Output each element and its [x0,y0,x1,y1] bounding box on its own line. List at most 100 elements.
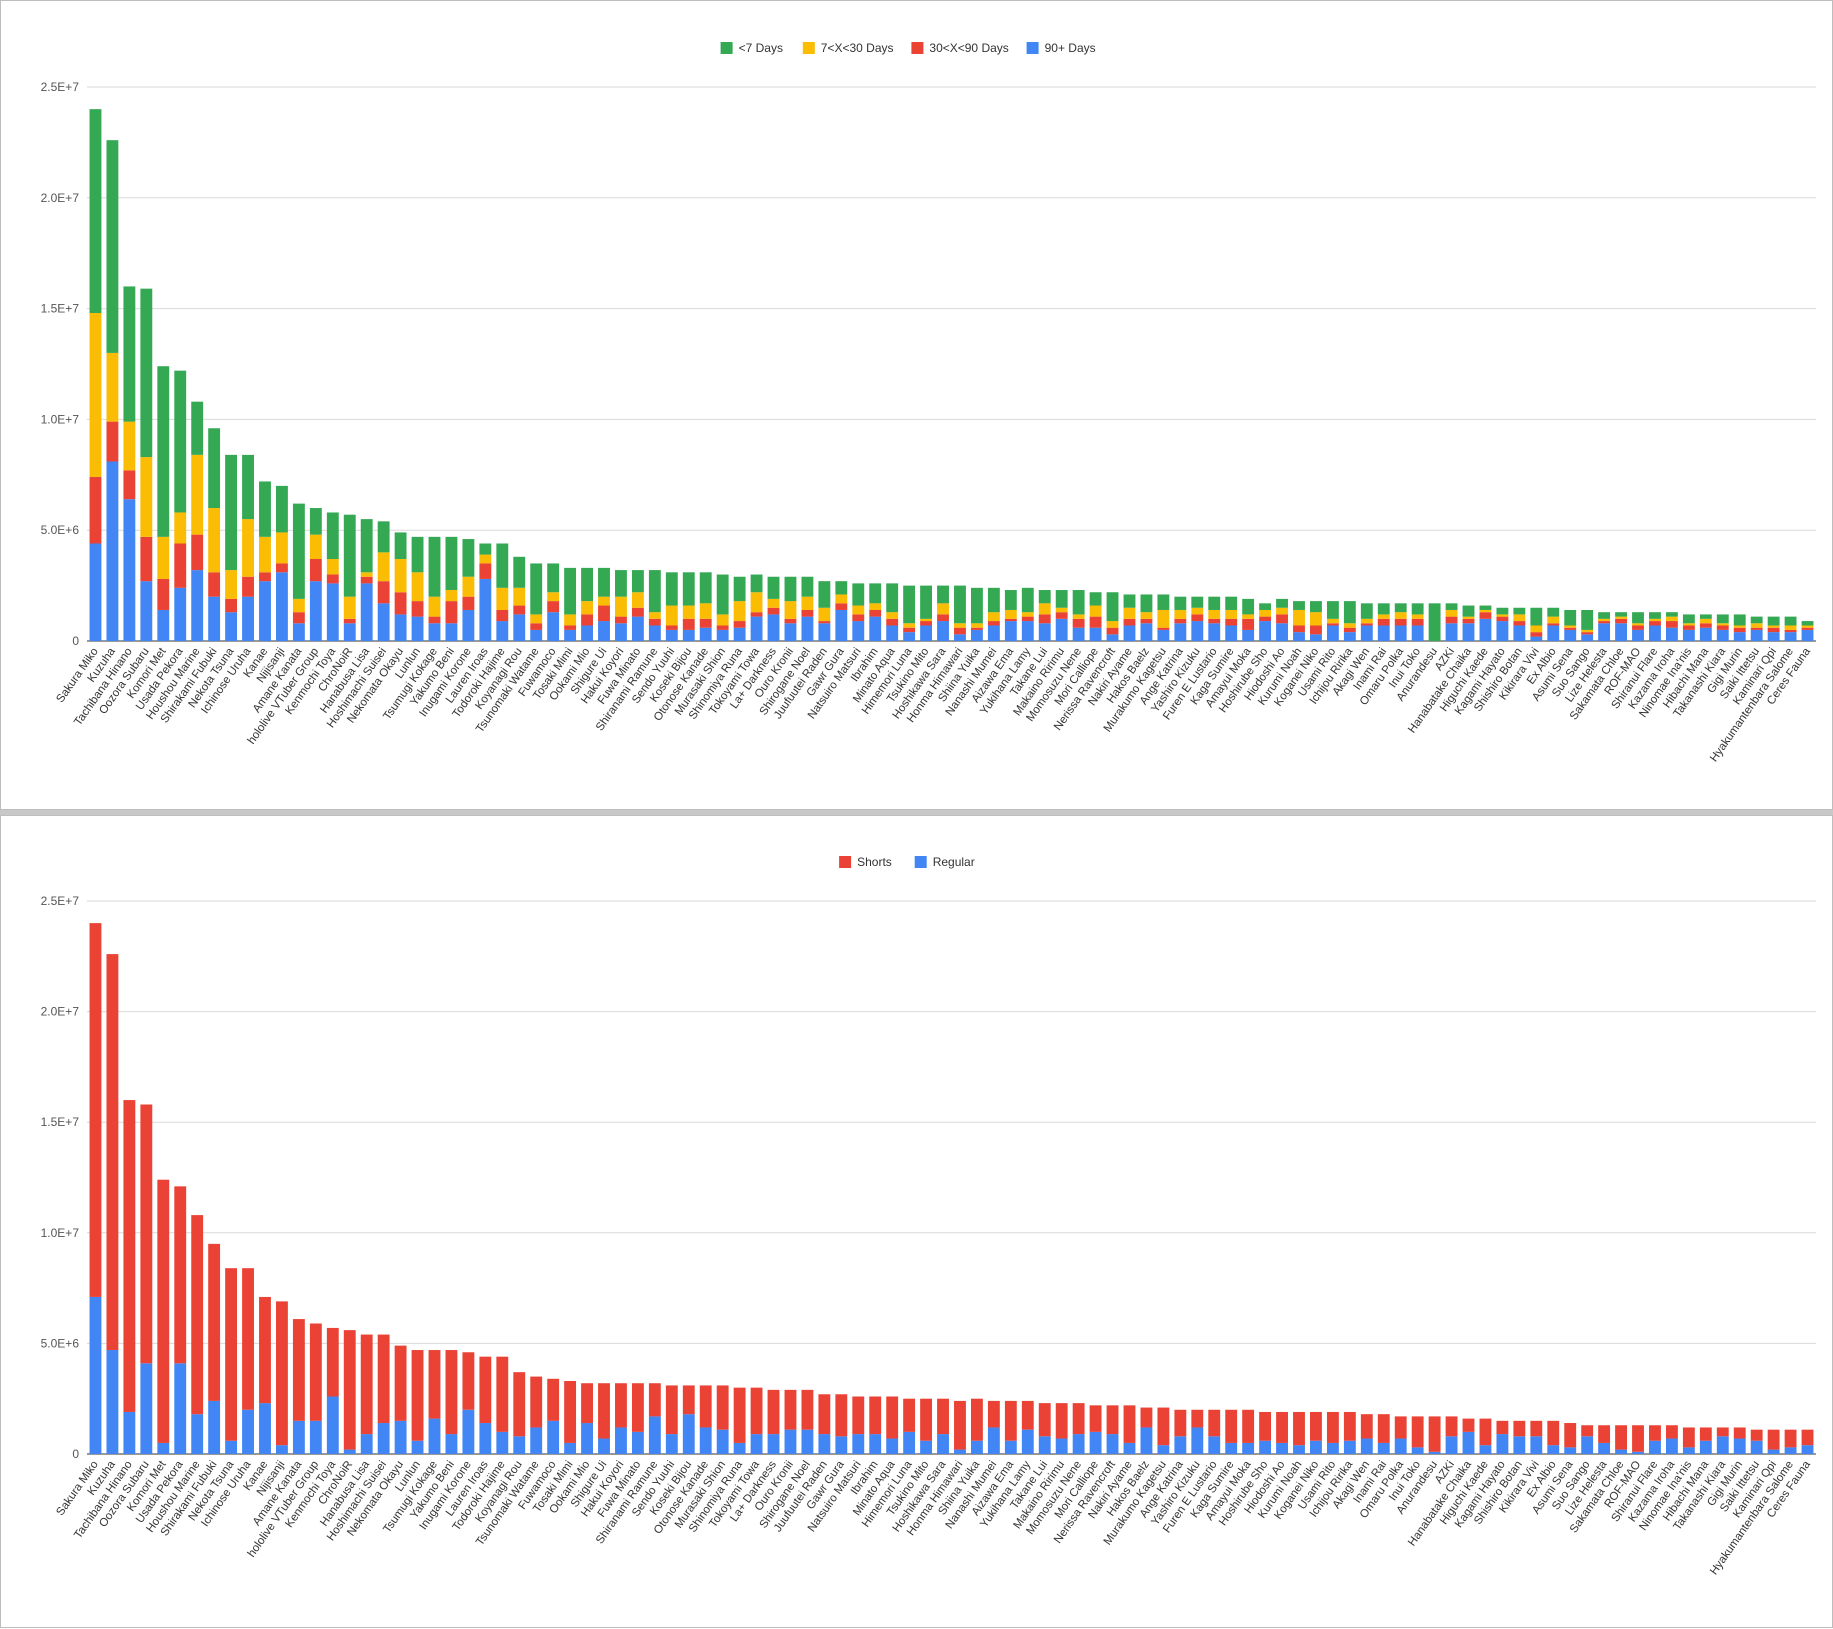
bar-shorts-omaru-polka[interactable] [1394,1416,1407,1439]
bar-regular-murakumo-kagetsu[interactable] [1157,1445,1170,1454]
bar-90-days-inui-toko[interactable] [1411,625,1424,641]
bar-7-x-30-days-juufuutei-raden[interactable] [818,607,831,622]
bar-90-days-nerissa-ravencroft[interactable] [1106,634,1119,641]
bar-90-days-usami-rito[interactable] [1326,625,1339,641]
bar-shorts-todoroki-hajime[interactable] [496,1356,509,1432]
bar-7-x-30-days-ange-katrina[interactable] [1174,609,1187,619]
bar-90-days-ceres-fauna[interactable] [1801,629,1814,641]
bar-90-days-shirakami-fubuki[interactable] [208,596,221,641]
bar-regular-komori-met[interactable] [157,1442,170,1454]
bar-90-days-ichijou-ririka[interactable] [1343,632,1356,641]
bar-30-x-90-days-kagami-hayato[interactable] [1496,616,1509,622]
legend-item-30-x-90-days[interactable]: 30<X<90 Days [911,41,1009,55]
bar-7-x-30-days-natsuiro-matsuri[interactable] [852,605,865,615]
bar-shorts-koyanagi-rou[interactable] [513,1372,526,1437]
bar-7-days-ibrahim[interactable] [869,583,882,604]
bar-30-x-90-days-nekota-tsuna[interactable] [225,598,238,613]
bar-7-days-hakui-koyori[interactable] [615,570,627,597]
bar-7-x-30-days-yukihana-lamy[interactable] [1021,612,1034,617]
bar-shorts-ibrahim[interactable] [869,1396,882,1435]
bar-7-days-tosaki-mimi[interactable] [564,567,577,615]
bar-shorts-hanabatake-chaika[interactable] [1462,1418,1475,1432]
bar-7-x-30-days-azki[interactable] [1445,609,1458,617]
bar-shorts-himemori-luna[interactable] [903,1398,916,1432]
bar-regular-nerissa-ravencroft[interactable] [1106,1434,1119,1454]
bar-shorts-hakos-baelz[interactable] [1140,1407,1153,1428]
bar-30-x-90-days-ex-albio[interactable] [1547,623,1560,626]
bar-7-x-30-days-shirogane-noel[interactable] [801,596,814,610]
bar-regular-koseki-bijou[interactable] [682,1414,695,1454]
bar-7-days-hyakumantenbara-salome[interactable] [1784,616,1797,626]
bar-30-x-90-days-juufuutei-raden[interactable] [818,621,831,624]
bar-7-days-kagami-hayato[interactable] [1496,607,1509,615]
bar-regular-ceres-fauna[interactable] [1801,1445,1814,1454]
bar-7-x-30-days-lunlun[interactable] [411,572,424,602]
bar-7-days-lunlun[interactable] [411,536,424,573]
bar-7-days-inui-toko[interactable] [1411,603,1424,615]
bar-regular-tosaki-mimi[interactable] [564,1442,577,1454]
bar-30-x-90-days-amane-kanata[interactable] [292,612,305,624]
bar-30-x-90-days-fuwamoco[interactable] [547,601,560,613]
bar-7-days-kanae[interactable] [259,481,271,537]
bar-30-x-90-days-lunlun[interactable] [411,601,424,617]
bar-7-days-higuchi-kaede[interactable] [1479,605,1492,610]
bar-30-x-90-days-ninomae-ina-nis[interactable] [1682,625,1695,630]
bar-90-days-koseki-bijou[interactable] [682,629,695,641]
bar-regular-nekomata-okayu[interactable] [394,1420,407,1454]
bar-7-x-30-days-saiki-ittetsu[interactable] [1750,623,1763,628]
bar-shorts-suo-sango[interactable] [1581,1425,1594,1437]
bar-90-days-shigure-ui[interactable] [598,621,610,641]
bar-shorts-nakiri-ayame[interactable] [1123,1405,1136,1443]
legend-item-7-x-30-days[interactable]: 7<X<30 Days [802,41,894,55]
bar-7-days-tokoyami-towa[interactable] [750,574,763,593]
bar-shorts-la-darkness[interactable] [767,1389,780,1435]
bar-7-x-30-days-chronoir[interactable] [343,596,356,619]
bar-7-days-ouro-kronii[interactable] [784,576,797,602]
bar-7-days-ceres-fauna[interactable] [1801,621,1814,626]
bar-30-x-90-days-hyakumantenbara-salome[interactable] [1784,629,1797,633]
bar-30-x-90-days-nakiri-ayame[interactable] [1123,618,1136,626]
bar-90-days-yashiro-kizuku[interactable] [1191,621,1204,641]
bar-regular-hakos-baelz[interactable] [1140,1427,1153,1454]
bar-regular-honma-himawari[interactable] [954,1449,966,1454]
bar-30-x-90-days-hoshimachi-suisei[interactable] [377,581,390,604]
bar-7-days-hoshimachi-suisei[interactable] [377,521,390,553]
bar-shorts-hololive-vtuber-group[interactable] [309,1323,322,1421]
bar-7-x-30-days-otonose-kanade[interactable] [699,603,712,619]
bar-7-x-30-days-koganei-niko[interactable] [1310,612,1322,626]
bar-90-days-hanabatake-chaika[interactable] [1462,623,1475,641]
bar-30-x-90-days-takane-lui[interactable] [1038,614,1051,624]
bar-shorts-inugami-korone[interactable] [462,1352,475,1410]
bar-7-x-30-days-akagi-wen[interactable] [1360,618,1373,624]
bar-regular-tsukino-mito[interactable] [920,1440,933,1454]
bar-7-days-nakiri-ayame[interactable] [1123,594,1136,608]
bar-7-x-30-days-nanashi-mumei[interactable] [987,612,1000,622]
bar-shorts-usami-rito[interactable] [1326,1411,1339,1443]
bar-7-days-tsunomaki-watame[interactable] [530,563,543,615]
bar-7-days-shiranui-flare[interactable] [1649,612,1661,619]
bar-30-x-90-days-inui-toko[interactable] [1411,618,1424,626]
bar-30-x-90-days-la-darkness[interactable] [767,607,780,615]
bar-90-days-ibrahim[interactable] [869,616,882,641]
bar-7-days-nijisanji[interactable] [276,485,288,533]
bar-7-days-kikirara-vivi[interactable] [1530,607,1543,626]
bar-shorts-shishiro-botan[interactable] [1513,1420,1526,1437]
bar-30-x-90-days-makaino-ririmu[interactable] [1055,612,1068,619]
bar-30-x-90-days-saiki-ittetsu[interactable] [1750,627,1763,630]
bar-7-days-komori-met[interactable] [157,366,170,537]
bar-regular-otonose-kanade[interactable] [699,1427,712,1454]
bar-30-x-90-days-hakos-baelz[interactable] [1140,618,1153,624]
bar-7-days-azki[interactable] [1445,603,1458,610]
bar-regular-kaminari-qpi[interactable] [1767,1449,1780,1454]
bar-regular-minato-aqua[interactable] [886,1438,899,1454]
bar-regular-ichijou-ririka[interactable] [1343,1440,1356,1454]
bar-7-days-koyanagi-rou[interactable] [513,556,526,588]
bar-7-x-30-days-tsumugi-kokage[interactable] [428,596,441,617]
bar-shorts-ange-katrina[interactable] [1174,1409,1187,1437]
bar-30-x-90-days-gigi-murin[interactable] [1733,627,1746,633]
bar-90-days-tsukino-mito[interactable] [920,625,933,641]
bar-7-x-30-days-honma-himawari[interactable] [954,623,966,628]
bar-regular-rof-mao[interactable] [1632,1451,1644,1454]
bar-90-days-aizawa-ema[interactable] [1004,621,1017,641]
bar-30-x-90-days-hiodoshi-ao[interactable] [1276,614,1288,624]
